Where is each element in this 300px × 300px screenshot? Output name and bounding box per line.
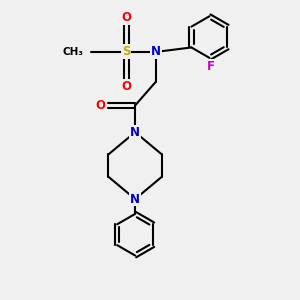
Text: O: O xyxy=(95,99,105,112)
Text: CH₃: CH₃ xyxy=(62,47,83,57)
Text: O: O xyxy=(121,11,131,24)
Text: N: N xyxy=(130,193,140,206)
Text: N: N xyxy=(151,45,161,58)
Text: N: N xyxy=(130,126,140,139)
Text: F: F xyxy=(207,60,215,73)
Text: O: O xyxy=(121,80,131,93)
Text: S: S xyxy=(122,45,130,58)
